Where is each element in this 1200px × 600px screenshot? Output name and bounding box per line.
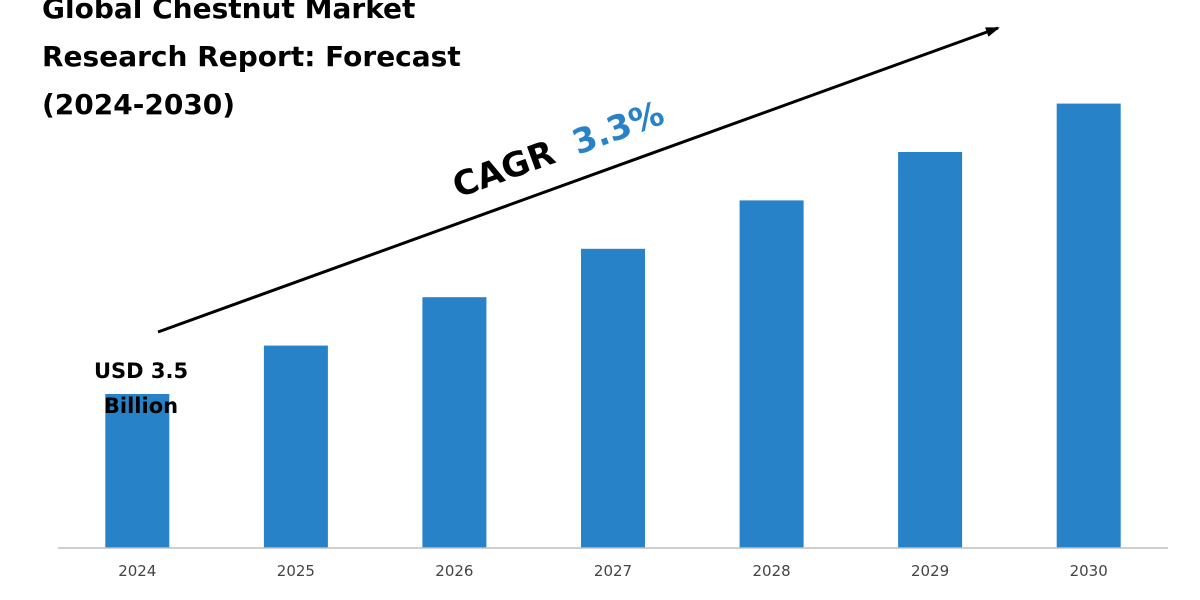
bar-2026 bbox=[422, 297, 487, 548]
x-tick-label-2027: 2027 bbox=[594, 562, 632, 580]
bar-2028 bbox=[739, 200, 804, 548]
x-tick-label-2028: 2028 bbox=[753, 562, 791, 580]
first-bar-annotation: USD 3.5 Billion bbox=[94, 359, 188, 418]
bars bbox=[105, 103, 1121, 549]
x-tick-label-2029: 2029 bbox=[911, 562, 949, 580]
cagr-label: CAGR 3.3% bbox=[447, 93, 669, 206]
x-tick-label-2026: 2026 bbox=[435, 562, 473, 580]
bar-2030 bbox=[1056, 103, 1121, 548]
bar-2027 bbox=[581, 248, 645, 549]
x-axis-tick-labels: 2024 2025 2026 2027 2028 2029 2030 bbox=[118, 562, 1108, 580]
cagr-label-text: CAGR bbox=[447, 133, 560, 206]
chart-title: Global Chestnut Market Research Report: … bbox=[42, 0, 461, 121]
annotation-line-1: USD 3.5 bbox=[94, 359, 188, 383]
annotation-line-2: Billion bbox=[104, 394, 178, 418]
growth-trend-arrow bbox=[157, 26, 1000, 334]
x-tick-label-2025: 2025 bbox=[277, 562, 315, 580]
chart-title-line-3: (2024-2030) bbox=[42, 88, 235, 121]
chart-title-line-1: Global Chestnut Market bbox=[42, 0, 415, 25]
bar-2024 bbox=[105, 394, 170, 548]
x-tick-label-2024: 2024 bbox=[118, 562, 156, 580]
chart-title-line-2: Research Report: Forecast bbox=[42, 40, 461, 73]
bar-2025 bbox=[263, 345, 328, 548]
x-tick-label-2030: 2030 bbox=[1070, 562, 1108, 580]
bar-2029 bbox=[898, 152, 963, 548]
